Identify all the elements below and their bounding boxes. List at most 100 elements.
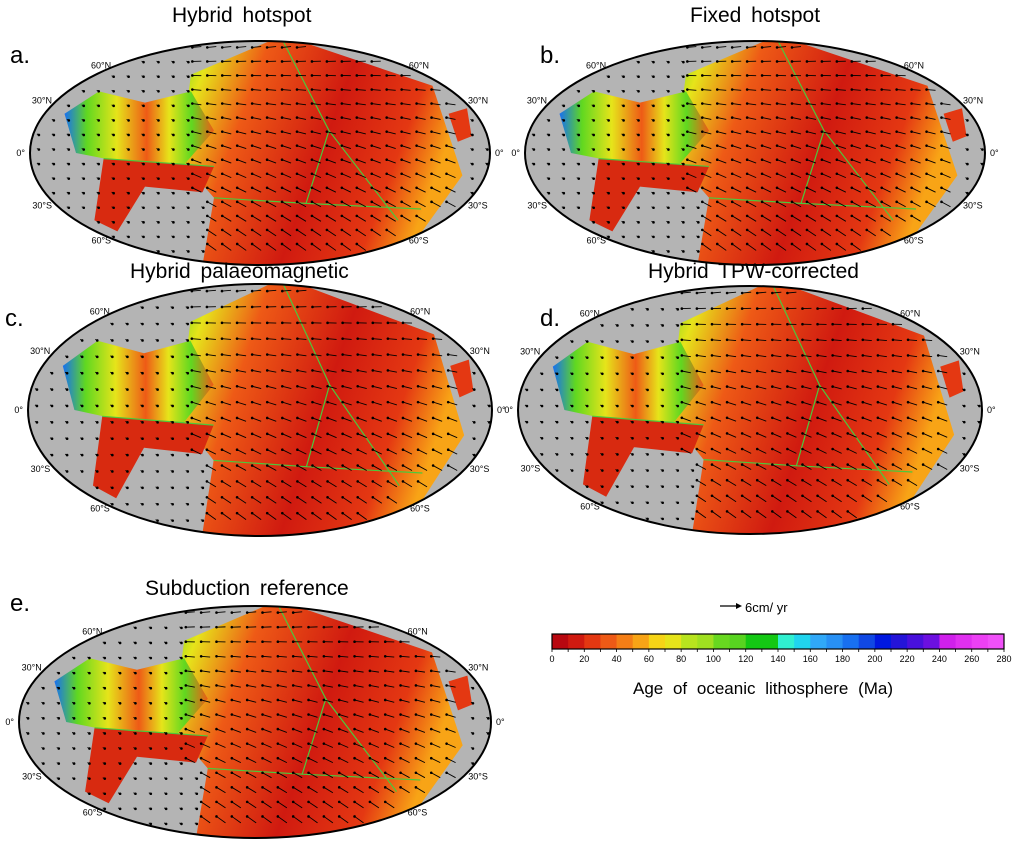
velocity-arrow-head [895,214,898,218]
velocity-arrow-head [186,388,190,391]
velocity-arrow [267,385,277,390]
velocity-arrow [387,401,398,406]
velocity-arrow-head [134,807,137,811]
velocity-arrow-head [414,698,418,702]
velocity-arrow-head [322,625,326,629]
velocity-arrow-head [697,206,700,210]
velocity-arrow-head [199,756,203,760]
velocity-arrow [308,743,318,748]
velocity-arrow-head [646,485,649,488]
velocity-arrow-head [220,353,224,356]
velocity-arrow [696,432,707,438]
velocity-arrow-head [171,486,174,490]
velocity-arrow-head [652,133,655,137]
velocity-arrow-head [37,133,41,137]
velocity-arrow-head [355,200,359,204]
velocity-arrow-head [701,186,704,190]
velocity-arrow-head [311,448,314,452]
velocity-arrow [851,243,862,251]
velocity-arrow [267,354,277,357]
velocity-arrow [251,465,262,471]
velocity-arrow-head [831,385,834,388]
velocity-arrow-head [307,742,310,745]
panel-d-letter: d. [540,305,561,332]
velocity-arrow-head [429,756,433,760]
velocity-arrow [402,449,413,455]
velocity-arrow-head [190,400,194,404]
velocity-arrow [311,131,322,135]
velocity-arrow-head [180,641,183,645]
velocity-arrow-head [265,242,269,246]
velocity-arrow-head [880,158,883,162]
velocity-arrow [448,417,458,422]
velocity-arrow [200,801,211,809]
velocity-arrow-head [631,324,634,327]
velocity-arrow [357,512,367,520]
velocity-arrow [862,495,873,503]
velocity-arrow-head [431,353,435,356]
velocity-arrow-head [245,698,249,702]
velocity-arrow-head [164,641,168,645]
velocity-arrow [221,243,232,251]
velocity-arrow-head [220,60,224,63]
velocity-arrow-head [850,172,854,176]
velocity-arrow-head [220,305,224,309]
velocity-arrow [297,385,307,390]
velocity-arrow [806,243,817,251]
velocity-arrow [448,369,458,373]
velocity-arrow-head [925,102,928,105]
velocity-arrow-head [577,162,581,166]
velocity-arrow-head [37,148,41,151]
velocity-arrow [281,145,292,149]
velocity-arrow-head [296,495,299,499]
velocity-arrow [297,512,307,520]
velocity-arrow [342,417,352,422]
velocity-arrow-head [235,369,239,372]
velocity-arrow-head [80,355,84,359]
velocity-arrow [791,103,802,106]
velocity-arrow-head [215,756,218,760]
velocity-arrow-head [846,385,850,388]
velocity-arrow-head [876,463,880,466]
latitude-label-left: 60°N [586,61,606,71]
velocity-arrow-head [601,340,604,343]
velocity-arrow-head [340,88,344,91]
velocity-arrow [296,46,307,48]
velocity-arrow-head [245,713,249,716]
velocity-arrow-head [831,307,834,310]
velocity-arrow-head [310,228,314,232]
velocity-arrow-head [171,322,174,326]
velocity-arrow [192,145,202,149]
velocity-arrow-head [191,116,194,119]
velocity-arrow [185,757,196,764]
velocity-arrow-head [835,200,839,204]
velocity-arrow [446,117,456,120]
velocity-arrow-head [57,762,61,765]
velocity-arrow-head [180,792,183,796]
velocity-arrow [356,229,367,237]
velocity-arrow-head [35,404,39,408]
velocity-arrow-head [230,684,234,687]
velocity-arrow-head [245,611,249,614]
velocity-arrow [323,743,334,748]
velocity-arrow-head [416,432,420,436]
velocity-arrow-head [865,158,869,162]
velocity-arrow-head [187,221,190,224]
velocity-arrow-head [710,494,714,498]
velocity-arrow [926,173,936,179]
velocity-arrow-head [771,322,774,326]
latitude-label-left: 60°N [580,308,600,318]
velocity-arrow [236,201,247,208]
velocity-arrow-head [910,102,913,105]
velocity-arrow [356,173,366,179]
velocity-arrow-head [57,671,61,675]
velocity-arrow-head [205,480,209,483]
velocity-arrow [237,89,247,91]
velocity-arrow-head [622,89,625,93]
latitude-label-right: 30°S [468,201,488,211]
velocity-arrow-head [149,807,153,811]
velocity-arrow-head [865,88,869,91]
velocity-arrow-head [220,116,224,119]
velocity-arrow-head [891,432,895,435]
velocity-arrow-head [291,756,295,760]
